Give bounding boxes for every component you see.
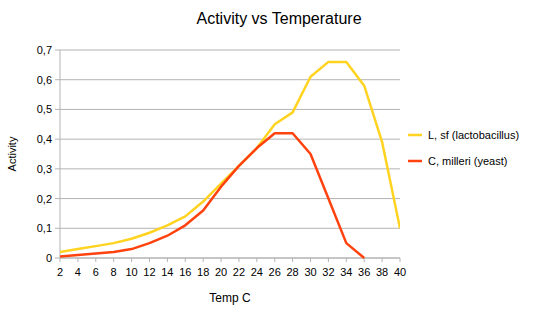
x-tick: [95, 258, 96, 262]
y-tick: [55, 228, 60, 229]
chart: Activity vs Temperature 0 0,1 0,2 0,3 0,4 0,5 0…: [0, 0, 558, 317]
grid-line: [60, 50, 400, 51]
x-tick-label: 30: [304, 266, 316, 278]
y-tick-label: 0,6: [37, 74, 52, 86]
plot-area: [60, 62, 400, 258]
y-tick-label: 0,4: [37, 133, 52, 145]
legend-swatch: [408, 134, 422, 137]
x-tick-label: 10: [125, 266, 137, 278]
grid-line: [60, 168, 400, 169]
x-tick-label: 32: [322, 266, 334, 278]
grid-line: [60, 198, 400, 199]
legend: L, sf (lactobacillus) C, milleri (yeast): [408, 129, 519, 167]
x-tick: [256, 258, 257, 262]
x-tick: [131, 258, 132, 262]
series-line: [60, 133, 364, 258]
x-tick-label: 26: [269, 266, 281, 278]
y-tick-label: 0,7: [37, 44, 52, 56]
x-tick-label: 22: [233, 266, 245, 278]
x-tick: [60, 258, 61, 262]
x-tick-label: 8: [111, 266, 117, 278]
x-tick: [221, 258, 222, 262]
y-tick: [55, 168, 60, 169]
x-tick-label: 24: [251, 266, 263, 278]
x-tick: [328, 258, 329, 262]
y-tick-label: 0: [46, 252, 52, 264]
x-tick-label: 12: [143, 266, 155, 278]
grid-line: [60, 258, 400, 259]
grid-line: [60, 139, 400, 140]
x-tick: [274, 258, 275, 262]
y-tick: [55, 258, 60, 259]
x-axis-label: Temp C: [209, 291, 251, 305]
x-tick: [167, 258, 168, 262]
y-tick: [55, 79, 60, 80]
y-tick-label: 0,2: [37, 193, 52, 205]
x-tick: [77, 258, 78, 262]
x-tick: [238, 258, 239, 262]
x-tick: [400, 258, 401, 262]
x-tick-label: 36: [358, 266, 370, 278]
x-tick-label: 16: [179, 266, 191, 278]
grid-line: [60, 79, 400, 80]
y-tick-label: 0,1: [37, 222, 52, 234]
grid-line: [60, 109, 400, 110]
y-tick-label: 0,5: [37, 103, 52, 115]
x-tick-label: 38: [376, 266, 388, 278]
x-tick-label: 28: [287, 266, 299, 278]
x-axis: [60, 258, 400, 259]
x-tick: [203, 258, 204, 262]
y-axis-label: Activity: [6, 136, 18, 171]
x-tick: [149, 258, 150, 262]
series-line: [60, 62, 400, 252]
y-tick-label: 0,3: [37, 163, 52, 175]
grid-line: [60, 228, 400, 229]
y-tick: [55, 109, 60, 110]
x-tick: [382, 258, 383, 262]
y-tick: [55, 50, 60, 51]
title: Activity vs Temperature: [196, 10, 361, 27]
x-tick: [364, 258, 365, 262]
x-tick: [346, 258, 347, 262]
x-tick-label: 6: [93, 266, 99, 278]
legend-label: L, sf (lactobacillus): [428, 129, 519, 141]
legend-label: C, milleri (yeast): [428, 155, 507, 167]
y-axis: [60, 50, 61, 258]
x-tick: [310, 258, 311, 262]
x-tick-label: 18: [197, 266, 209, 278]
x-tick-label: 2: [57, 266, 63, 278]
x-tick-label: 34: [340, 266, 352, 278]
x-tick: [113, 258, 114, 262]
x-tick-label: 40: [394, 266, 406, 278]
y-tick: [55, 139, 60, 140]
y-tick: [55, 198, 60, 199]
x-tick-label: 20: [215, 266, 227, 278]
legend-swatch: [408, 160, 422, 163]
x-tick-label: 4: [75, 266, 81, 278]
x-tick: [292, 258, 293, 262]
x-tick-label: 14: [161, 266, 173, 278]
x-tick: [185, 258, 186, 262]
